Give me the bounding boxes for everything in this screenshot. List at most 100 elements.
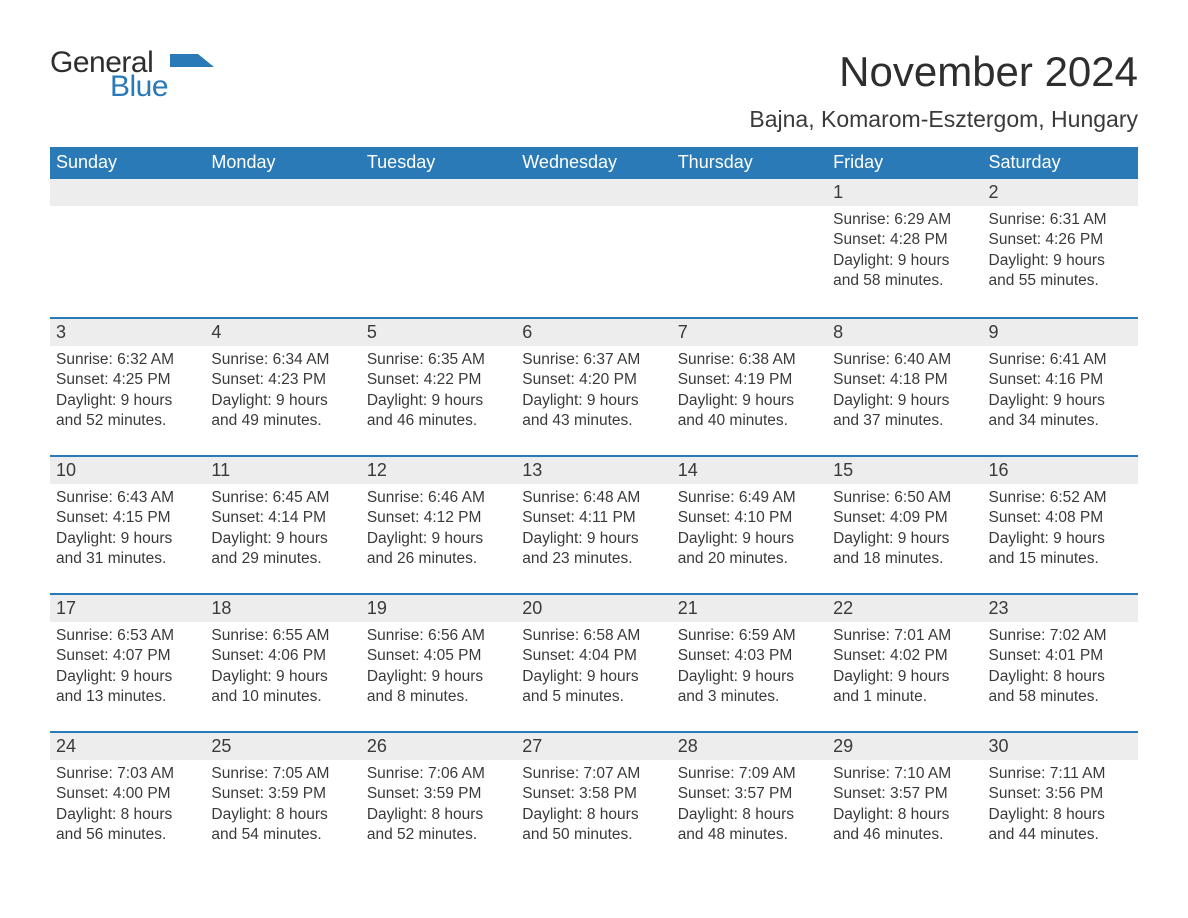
daylight-text: Daylight: 8 hours and 50 minutes. [522,805,665,846]
daylight-text: Daylight: 9 hours and 20 minutes. [678,529,821,570]
sunset-text: Sunset: 4:09 PM [833,508,976,528]
day-number: 7 [672,319,827,346]
day-details: Sunrise: 6:56 AMSunset: 4:05 PMDaylight:… [361,622,516,716]
day-details: Sunrise: 7:02 AMSunset: 4:01 PMDaylight:… [983,622,1138,716]
daylight-text: Daylight: 9 hours and 52 minutes. [56,391,199,432]
sunset-text: Sunset: 3:57 PM [678,784,821,804]
calendar-day: 15Sunrise: 6:50 AMSunset: 4:09 PMDayligh… [827,457,982,593]
sunrise-text: Sunrise: 6:45 AM [211,488,354,508]
day-details: Sunrise: 6:49 AMSunset: 4:10 PMDaylight:… [672,484,827,578]
daylight-text: Daylight: 9 hours and 8 minutes. [367,667,510,708]
calendar-day: 9Sunrise: 6:41 AMSunset: 4:16 PMDaylight… [983,319,1138,455]
calendar-day: 4Sunrise: 6:34 AMSunset: 4:23 PMDaylight… [205,319,360,455]
sunset-text: Sunset: 4:11 PM [522,508,665,528]
sunset-text: Sunset: 4:14 PM [211,508,354,528]
day-details: Sunrise: 7:05 AMSunset: 3:59 PMDaylight:… [205,760,360,854]
daylight-text: Daylight: 9 hours and 31 minutes. [56,529,199,570]
calendar-week: 17Sunrise: 6:53 AMSunset: 4:07 PMDayligh… [50,593,1138,731]
day-header-sun: Sunday [50,147,205,179]
day-number: 23 [983,595,1138,622]
calendar-week: 1Sunrise: 6:29 AMSunset: 4:28 PMDaylight… [50,179,1138,317]
calendar-day: 14Sunrise: 6:49 AMSunset: 4:10 PMDayligh… [672,457,827,593]
calendar-week: 3Sunrise: 6:32 AMSunset: 4:25 PMDaylight… [50,317,1138,455]
daylight-text: Daylight: 8 hours and 54 minutes. [211,805,354,846]
sunset-text: Sunset: 4:00 PM [56,784,199,804]
sunset-text: Sunset: 4:03 PM [678,646,821,666]
calendar-day: 23Sunrise: 7:02 AMSunset: 4:01 PMDayligh… [983,595,1138,731]
day-header-sat: Saturday [983,147,1138,179]
sunrise-text: Sunrise: 7:07 AM [522,764,665,784]
daylight-text: Daylight: 8 hours and 56 minutes. [56,805,199,846]
sunset-text: Sunset: 4:10 PM [678,508,821,528]
day-number: 24 [50,733,205,760]
calendar-day: 13Sunrise: 6:48 AMSunset: 4:11 PMDayligh… [516,457,671,593]
day-details: Sunrise: 6:53 AMSunset: 4:07 PMDaylight:… [50,622,205,716]
logo: General Blue [50,48,214,102]
day-number: 22 [827,595,982,622]
sunset-text: Sunset: 4:01 PM [989,646,1132,666]
sunset-text: Sunset: 4:26 PM [989,230,1132,250]
day-number: 14 [672,457,827,484]
calendar-day [672,179,827,317]
sunrise-text: Sunrise: 7:10 AM [833,764,976,784]
day-number [516,179,671,206]
calendar-day: 10Sunrise: 6:43 AMSunset: 4:15 PMDayligh… [50,457,205,593]
sunrise-text: Sunrise: 6:50 AM [833,488,976,508]
sunset-text: Sunset: 3:59 PM [211,784,354,804]
sunrise-text: Sunrise: 6:32 AM [56,350,199,370]
daylight-text: Daylight: 9 hours and 40 minutes. [678,391,821,432]
day-header-fri: Friday [827,147,982,179]
calendar-day: 17Sunrise: 6:53 AMSunset: 4:07 PMDayligh… [50,595,205,731]
calendar-day: 30Sunrise: 7:11 AMSunset: 3:56 PMDayligh… [983,733,1138,869]
logo-blue: Blue [110,72,168,102]
calendar-day: 2Sunrise: 6:31 AMSunset: 4:26 PMDaylight… [983,179,1138,317]
day-details: Sunrise: 6:46 AMSunset: 4:12 PMDaylight:… [361,484,516,578]
daylight-text: Daylight: 8 hours and 58 minutes. [989,667,1132,708]
sunset-text: Sunset: 4:02 PM [833,646,976,666]
day-number: 25 [205,733,360,760]
day-number: 29 [827,733,982,760]
daylight-text: Daylight: 9 hours and 18 minutes. [833,529,976,570]
calendar-day: 20Sunrise: 6:58 AMSunset: 4:04 PMDayligh… [516,595,671,731]
sunset-text: Sunset: 4:20 PM [522,370,665,390]
sunrise-text: Sunrise: 6:48 AM [522,488,665,508]
daylight-text: Daylight: 8 hours and 48 minutes. [678,805,821,846]
day-details: Sunrise: 6:38 AMSunset: 4:19 PMDaylight:… [672,346,827,440]
day-number: 19 [361,595,516,622]
sunrise-text: Sunrise: 6:59 AM [678,626,821,646]
calendar-day: 21Sunrise: 6:59 AMSunset: 4:03 PMDayligh… [672,595,827,731]
daylight-text: Daylight: 8 hours and 44 minutes. [989,805,1132,846]
day-number: 9 [983,319,1138,346]
sunset-text: Sunset: 4:07 PM [56,646,199,666]
calendar-day [50,179,205,317]
sunrise-text: Sunrise: 6:29 AM [833,210,976,230]
sunset-text: Sunset: 4:04 PM [522,646,665,666]
calendar-day: 3Sunrise: 6:32 AMSunset: 4:25 PMDaylight… [50,319,205,455]
calendar: Sunday Monday Tuesday Wednesday Thursday… [50,147,1138,869]
day-number [361,179,516,206]
day-details: Sunrise: 6:32 AMSunset: 4:25 PMDaylight:… [50,346,205,440]
daylight-text: Daylight: 9 hours and 1 minute. [833,667,976,708]
daylight-text: Daylight: 9 hours and 15 minutes. [989,529,1132,570]
day-number: 28 [672,733,827,760]
sunrise-text: Sunrise: 7:09 AM [678,764,821,784]
sunrise-text: Sunrise: 6:49 AM [678,488,821,508]
day-details: Sunrise: 7:09 AMSunset: 3:57 PMDaylight:… [672,760,827,854]
day-number: 26 [361,733,516,760]
daylight-text: Daylight: 9 hours and 13 minutes. [56,667,199,708]
sunset-text: Sunset: 4:22 PM [367,370,510,390]
day-details: Sunrise: 6:45 AMSunset: 4:14 PMDaylight:… [205,484,360,578]
calendar-day: 29Sunrise: 7:10 AMSunset: 3:57 PMDayligh… [827,733,982,869]
sunrise-text: Sunrise: 7:11 AM [989,764,1132,784]
day-details: Sunrise: 7:06 AMSunset: 3:59 PMDaylight:… [361,760,516,854]
day-details: Sunrise: 6:50 AMSunset: 4:09 PMDaylight:… [827,484,982,578]
sunset-text: Sunset: 4:06 PM [211,646,354,666]
page-subtitle: Bajna, Komarom-Esztergom, Hungary [50,106,1138,133]
daylight-text: Daylight: 9 hours and 43 minutes. [522,391,665,432]
sunset-text: Sunset: 4:16 PM [989,370,1132,390]
day-number: 15 [827,457,982,484]
sunset-text: Sunset: 4:23 PM [211,370,354,390]
sunset-text: Sunset: 4:19 PM [678,370,821,390]
day-details: Sunrise: 6:31 AMSunset: 4:26 PMDaylight:… [983,206,1138,300]
calendar-day: 6Sunrise: 6:37 AMSunset: 4:20 PMDaylight… [516,319,671,455]
